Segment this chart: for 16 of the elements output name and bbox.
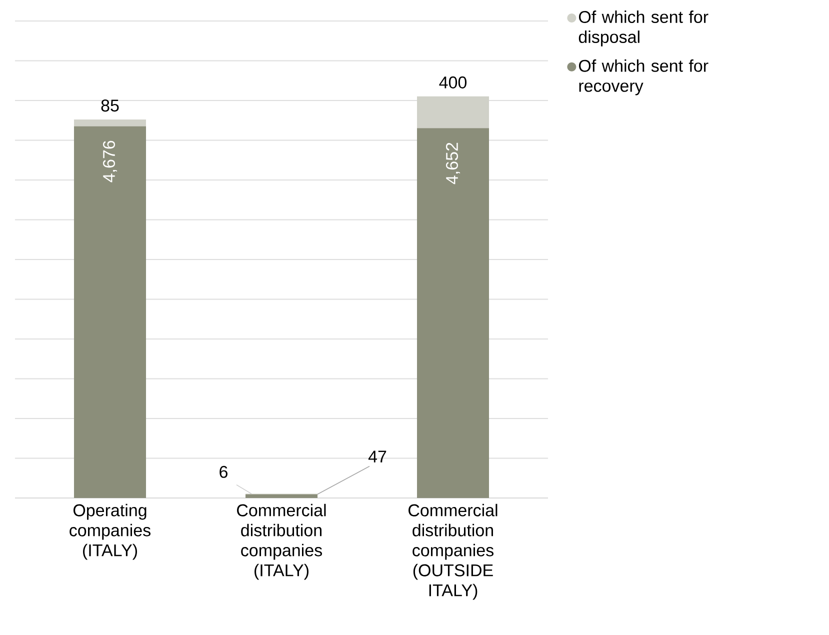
- legend-label: Of which sent for disposal: [578, 10, 708, 46]
- data-label: 47: [368, 450, 386, 462]
- legend-label: Of which sent for recovery: [578, 59, 708, 96]
- x-tick-label: Commercial distribution companies (OUTSIDE ITALY): [408, 504, 498, 600]
- data-label: 85: [101, 100, 119, 112]
- data-label: 4,676: [102, 140, 118, 182]
- data-label: 6: [220, 466, 228, 478]
- data-label: 400: [439, 76, 467, 88]
- bar: [246, 494, 318, 498]
- bar: [74, 119, 146, 126]
- x-tick-label: Commercial distribution companies (ITALY): [237, 504, 326, 580]
- bar: [416, 128, 489, 498]
- x-tick-label: Operating companies (ITALY): [70, 504, 150, 560]
- bar: [416, 96, 489, 128]
- data-label: 4,652: [446, 142, 460, 184]
- bar: [74, 126, 146, 498]
